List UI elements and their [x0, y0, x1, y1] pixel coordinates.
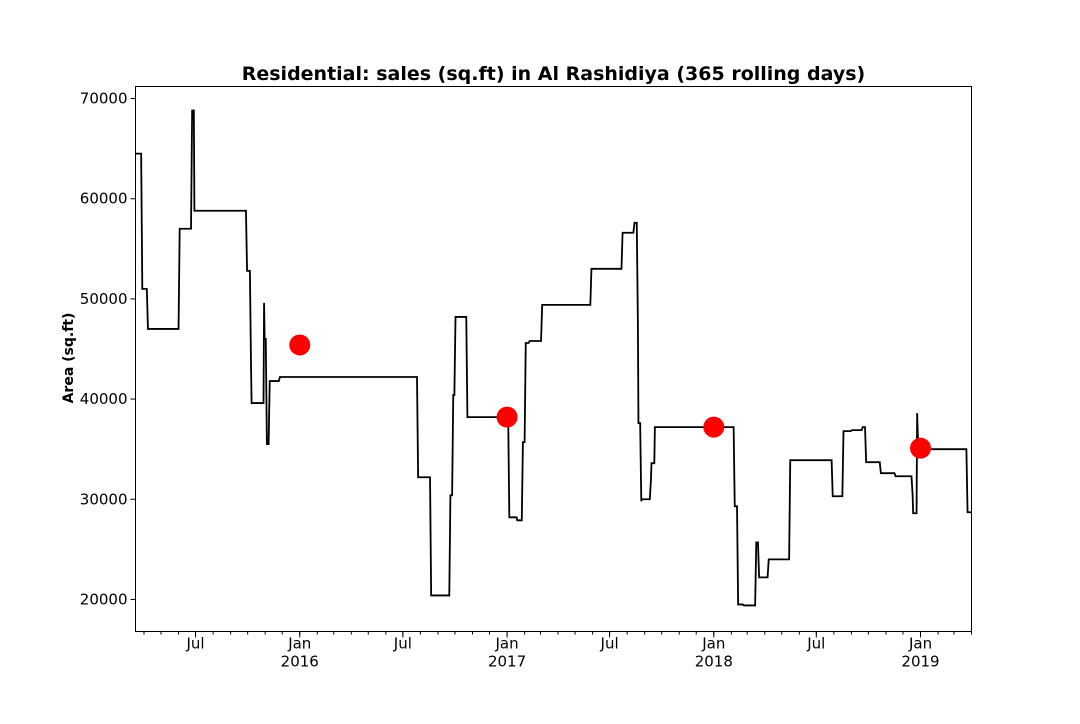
y-tick-label: 60000 — [80, 190, 128, 208]
y-tick-label: 20000 — [80, 590, 128, 608]
x-tick-label: Jul — [185, 635, 204, 653]
highlight-marker — [910, 437, 932, 459]
y-tick-label: 70000 — [80, 90, 128, 108]
plot-frame — [135, 86, 972, 632]
x-tick-label: Jan — [287, 635, 311, 653]
y-tick-label: 50000 — [80, 290, 128, 308]
x-tick-label: Jan — [908, 635, 932, 653]
x-tick-label: Jul — [393, 635, 412, 653]
x-tick-year-label: 2018 — [695, 653, 733, 671]
y-axis-label: Area (sq.ft) — [61, 313, 77, 404]
x-tick-label: Jul — [600, 635, 619, 653]
y-tick-label: 40000 — [80, 390, 128, 408]
x-tick-year-label: 2016 — [281, 653, 319, 671]
x-tick-label: Jul — [806, 635, 825, 653]
highlight-marker — [496, 406, 518, 428]
x-tick-label: Jan — [701, 635, 725, 653]
series-layer — [135, 109, 972, 607]
y-tick-label: 30000 — [80, 490, 128, 508]
highlight-marker — [289, 334, 311, 356]
x-tick-label: Jan — [494, 635, 518, 653]
series-line — [135, 109, 972, 607]
markers-layer — [289, 334, 932, 459]
x-tick-year-label: 2019 — [901, 653, 939, 671]
highlight-marker — [703, 416, 725, 438]
x-tick-year-label: 2017 — [488, 653, 526, 671]
chart-title: Residential: sales (sq.ft) in Al Rashidi… — [242, 63, 866, 85]
